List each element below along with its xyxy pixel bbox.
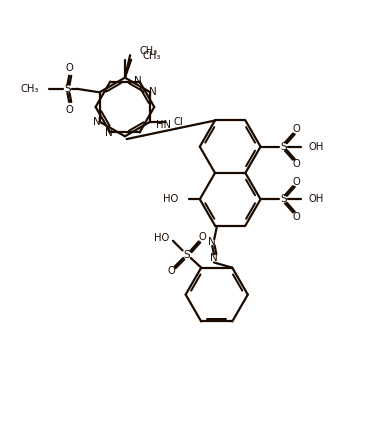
Text: O: O	[293, 211, 300, 221]
Text: OH: OH	[308, 141, 323, 152]
Text: N: N	[105, 128, 112, 138]
Text: OH: OH	[308, 194, 323, 204]
Text: N: N	[93, 117, 101, 127]
Text: N: N	[134, 76, 142, 86]
Text: O: O	[65, 63, 73, 73]
Text: Cl: Cl	[173, 117, 183, 127]
Text: S: S	[183, 250, 190, 260]
Text: S: S	[64, 84, 71, 94]
Text: S: S	[280, 194, 287, 204]
Text: O: O	[293, 177, 300, 187]
Text: HN: HN	[156, 120, 171, 131]
Text: CH₃: CH₃	[20, 84, 38, 94]
Text: N: N	[210, 253, 218, 264]
Text: O: O	[168, 266, 175, 276]
Text: O: O	[198, 232, 206, 242]
Text: CH₃: CH₃	[140, 46, 158, 56]
Text: N: N	[208, 237, 215, 247]
Text: O: O	[293, 159, 300, 169]
Text: O: O	[293, 124, 300, 134]
Text: HO: HO	[163, 194, 178, 204]
Text: HO: HO	[154, 233, 169, 243]
Text: O: O	[65, 104, 73, 115]
Text: N: N	[149, 87, 157, 97]
Text: CH₃: CH₃	[142, 51, 160, 61]
Text: S: S	[280, 141, 287, 152]
